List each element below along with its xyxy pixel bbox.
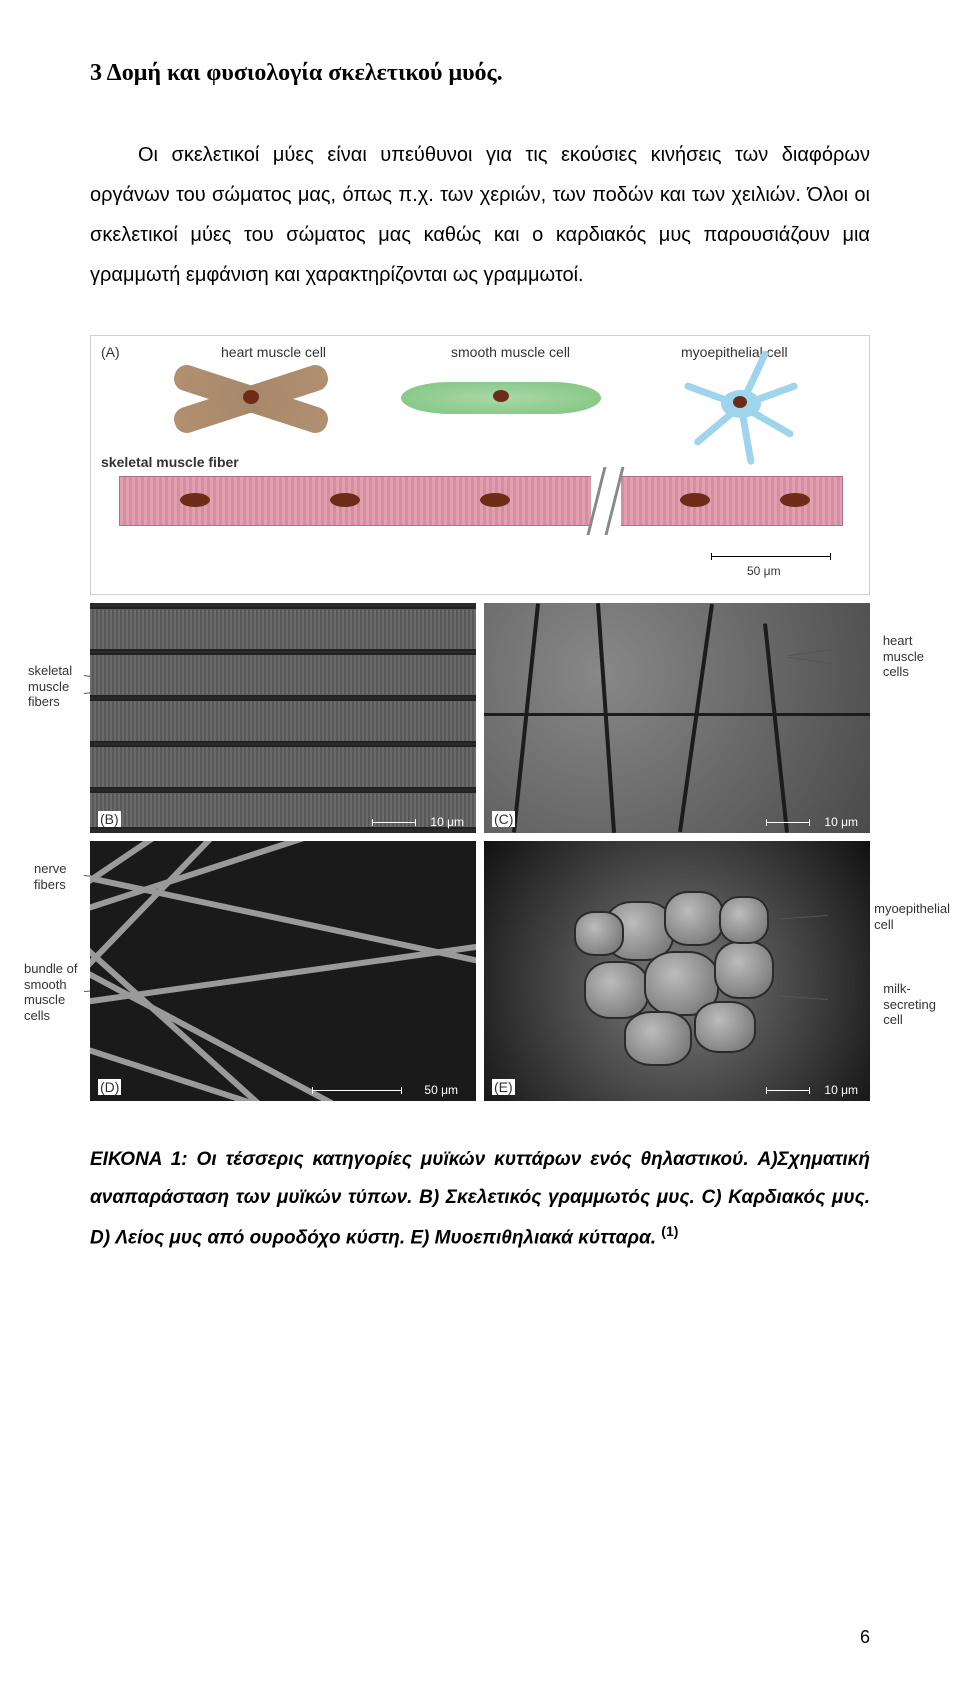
label-smooth-bundle: bundle of smooth muscle cells	[24, 961, 78, 1023]
fiber-break	[591, 472, 621, 530]
panel-a-schematic: (A) heart muscle cell smooth muscle cell…	[90, 335, 870, 595]
figure-caption: ΕΙΚΟΝΑ 1: Οι τέσσερις κατηγορίες μυϊκών …	[90, 1141, 870, 1257]
scale-c: 10 μm	[824, 815, 858, 829]
sem-row-bc: skeletal muscle fibers (B) 10 μm (C) 10 …	[90, 603, 870, 833]
panel-letter-e: (E)	[492, 1079, 515, 1095]
body-paragraph-1: Οι σκελετικοί μύες είναι υπεύθυνοι για τ…	[90, 135, 870, 295]
smooth-cell-shape	[401, 378, 601, 418]
myo-cell-shape	[681, 364, 801, 444]
scale-bar-a	[711, 556, 831, 557]
label-myo-cell: myoepithelial cell	[681, 344, 788, 360]
panel-letter-d: (D)	[98, 1079, 121, 1095]
sem-row-de: nerve fibers bundle of smooth muscle cel…	[90, 841, 870, 1101]
scale-d: 50 μm	[424, 1083, 458, 1097]
skeletal-fiber-bar	[119, 476, 843, 526]
panel-c-sem: (C) 10 μm	[484, 603, 870, 833]
panel-letter-c: (C)	[492, 811, 515, 827]
label-milk-cell: milk- secreting cell	[883, 981, 936, 1028]
scale-b: 10 μm	[430, 815, 464, 829]
label-myoepithelial: myoepithelial cell	[874, 901, 950, 932]
scale-e: 10 μm	[824, 1083, 858, 1097]
label-skeletal-fibers: skeletal muscle fibers	[28, 663, 72, 710]
caption-ref: (1)	[661, 1223, 678, 1239]
panel-d-sem: (D) 50 μm	[90, 841, 476, 1101]
scale-label-a: 50 μm	[747, 564, 781, 578]
page-number: 6	[860, 1627, 870, 1648]
label-smooth-cell: smooth muscle cell	[451, 344, 570, 360]
section-heading: 3 Δομή και φυσιολογία σκελετικού μυός.	[90, 60, 870, 87]
label-skeletal-fiber: skeletal muscle fiber	[101, 454, 239, 470]
label-heart-cells: heart muscle cells	[883, 633, 924, 680]
panel-e-sem: (E) 10 μm	[484, 841, 870, 1101]
panel-letter-b: (B)	[98, 811, 121, 827]
caption-text: ΕΙΚΟΝΑ 1: Οι τέσσερις κατηγορίες μυϊκών …	[90, 1149, 870, 1248]
heart-cell-shape	[171, 364, 331, 434]
figure-1: (A) heart muscle cell smooth muscle cell…	[90, 335, 870, 1101]
panel-b-sem: (B) 10 μm	[90, 603, 476, 833]
label-nerve-fibers: nerve fibers	[34, 861, 67, 892]
panel-letter-a: (A)	[101, 344, 120, 360]
label-heart-cell: heart muscle cell	[221, 344, 326, 360]
